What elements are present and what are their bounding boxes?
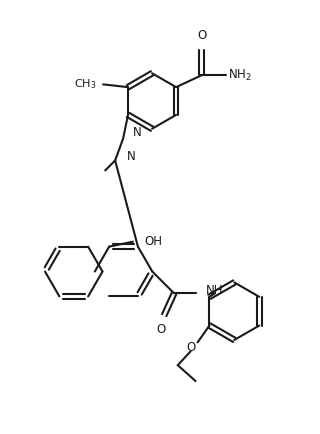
Text: O: O <box>198 30 207 43</box>
Text: CH$_3$: CH$_3$ <box>74 77 96 91</box>
Text: NH: NH <box>206 284 223 297</box>
Text: O: O <box>156 323 166 336</box>
Text: N: N <box>127 150 136 163</box>
Text: N: N <box>133 126 142 139</box>
Text: O: O <box>186 341 195 354</box>
Text: OH: OH <box>145 235 163 248</box>
Text: NH$_2$: NH$_2$ <box>228 68 252 83</box>
